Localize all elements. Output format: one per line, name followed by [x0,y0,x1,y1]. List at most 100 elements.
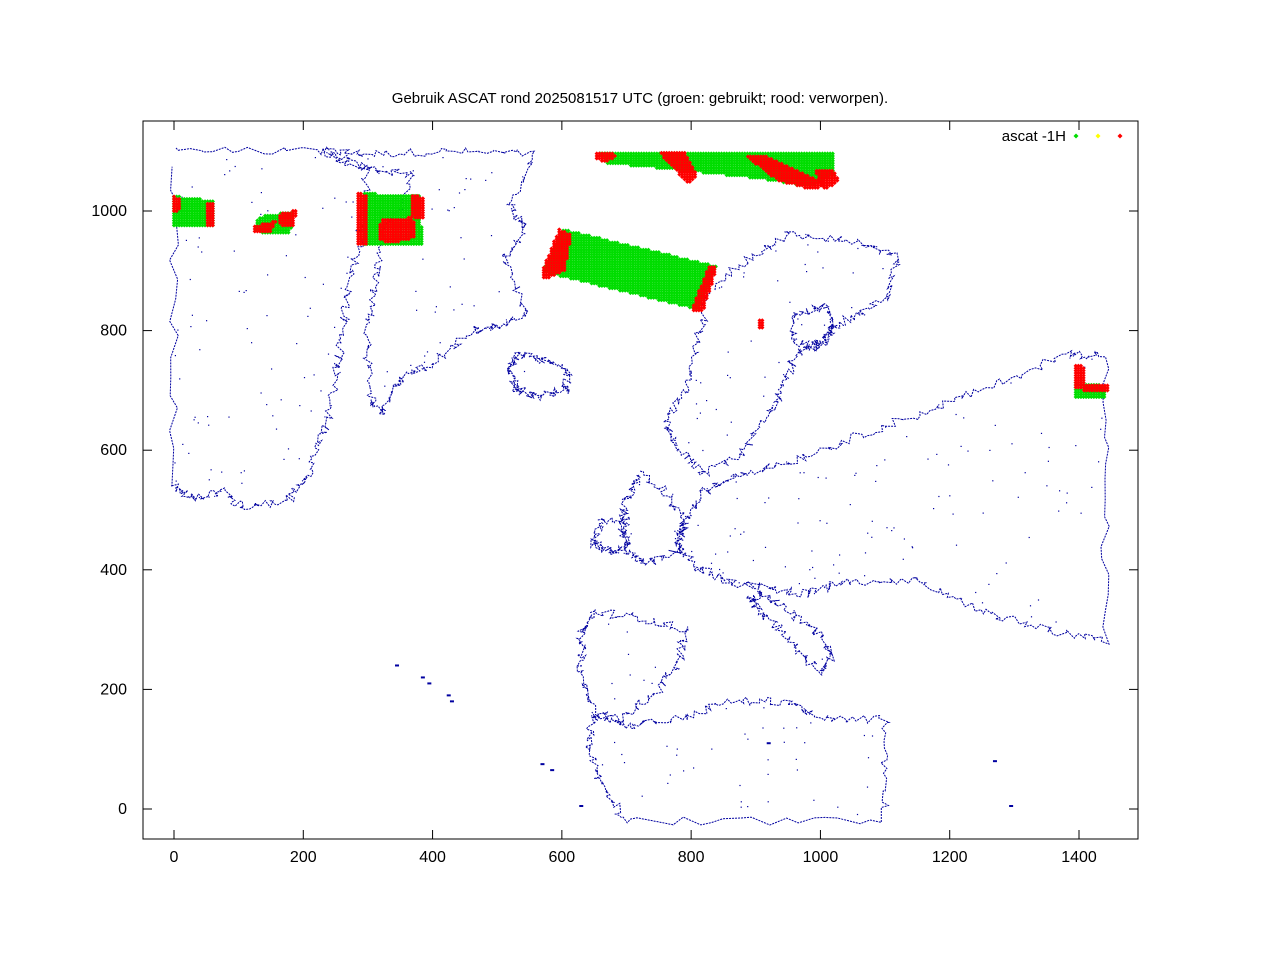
rejected-cluster-11-marker [758,163,764,169]
used-swath-3-marker [674,281,680,286]
used-swath-3-marker [672,269,677,274]
used-swath-3-marker [656,290,662,296]
rejected-cluster-6-marker [420,215,426,220]
rejected-cluster-11-marker [763,168,769,174]
rejected-cluster-12-marker [822,180,827,186]
used-swath-3-marker [558,257,563,262]
used-swath-4-marker [747,172,753,178]
used-swath-3-marker [542,264,548,269]
used-swath-3-marker [581,273,587,279]
used-swath-2-marker [390,208,396,213]
used-swath-0-marker [187,215,192,221]
used-swath-5-marker [1073,394,1078,400]
used-swath-4-marker [794,153,799,159]
used-swath-5-marker [1078,387,1084,393]
coast-dot [817,476,819,479]
used-swath-3-marker [617,281,623,286]
rejected-cluster-11-marker [794,171,800,176]
used-swath-4-marker [608,158,613,163]
used-swath-2-marker [385,193,391,199]
used-swath-3-marker [576,233,581,238]
used-swath-4-marker [727,163,732,168]
used-swath-4-marker [613,160,618,166]
used-swath-3-marker [599,252,605,257]
rejected-cluster-3-marker [290,218,296,223]
used-swath-3-marker [617,278,623,284]
used-swath-0-marker [184,199,190,204]
coast-dot [1058,510,1060,512]
used-swath-0-marker [176,213,182,218]
used-swath-3-marker [682,281,687,286]
used-swath-4-marker [633,160,639,166]
rejected-cluster-10-marker [677,160,682,165]
used-swath-2-marker [385,215,391,220]
coast-dot [1055,621,1057,623]
used-swath-3-marker [612,250,618,255]
used-swath-4-marker [820,165,825,171]
coast-dot [823,324,826,326]
land-detail-greenland [367,157,524,387]
used-swath-4-marker [830,156,835,161]
used-swath-4-marker [740,156,745,161]
coast-dot [933,508,935,510]
used-swath-3-marker [579,271,584,276]
used-swath-4-marker [740,170,745,175]
coastline-scandinavia [663,231,901,478]
used-swath-3-marker [558,247,563,253]
coast-dot [927,458,929,460]
used-swath-3-marker [620,273,625,279]
used-swath-3-marker [635,278,641,284]
coast-dot [361,178,363,180]
coast-dot [226,159,228,161]
used-swath-3-marker [586,254,592,260]
used-swath-4-marker [628,151,634,156]
rejected-cluster-5-marker [361,234,366,239]
rejected-cluster-0-marker [171,206,177,211]
coast-dot [767,773,769,775]
rejected-cluster-8-marker [701,291,707,296]
rejected-cluster-5-marker [361,236,366,242]
used-swath-4-marker [621,153,626,159]
used-swath-4-marker [786,153,791,159]
rejected-cluster-9-marker [597,156,602,161]
used-swath-3-marker [581,235,587,241]
used-swath-2-marker [393,212,398,218]
used-swath-2-marker [396,212,401,218]
used-swath-4-marker [716,158,722,163]
used-swath-3-marker [599,254,605,260]
used-swath-5-marker [1083,392,1089,397]
used-swath-2-marker [390,205,396,211]
used-swath-3-marker [628,247,633,253]
used-swath-2-marker [383,210,388,215]
rejected-cluster-8-marker [707,288,712,294]
rejected-cluster-4-marker [388,224,393,230]
coast-dot [1011,443,1013,445]
rejected-cluster-3-marker [288,213,293,218]
rejected-cluster-8-marker [694,308,699,313]
coast-dot [906,436,908,438]
used-swath-3-marker [685,283,690,288]
rejected-cluster-9-marker [602,158,607,163]
rejected-cluster-3-marker [282,213,288,218]
used-swath-4-marker [724,163,729,168]
used-swath-3-marker [576,245,581,250]
coast-dot [669,774,671,776]
rejected-cluster-9-marker [612,153,618,159]
rejected-cluster-11-marker [784,168,790,174]
used-swath-4-marker [807,170,812,175]
used-swath-0-marker [200,199,205,204]
used-swath-3-marker [638,250,643,255]
used-swath-3-marker [615,281,620,286]
used-swath-2-marker [367,241,373,247]
used-swath-4-marker [799,160,804,166]
rejected-cluster-2-marker [268,224,273,229]
used-swath-4-marker [794,151,799,156]
used-swath-3-marker [594,242,599,248]
rejected-cluster-11-marker [758,159,764,164]
used-swath-3-marker [674,285,680,291]
rejected-cluster-7-marker [562,263,567,268]
used-swath-0-marker [189,204,195,209]
rejected-cluster-4-marker [383,220,388,225]
used-swath-3-marker [630,266,636,272]
rejected-cluster-7-marker [557,258,562,263]
